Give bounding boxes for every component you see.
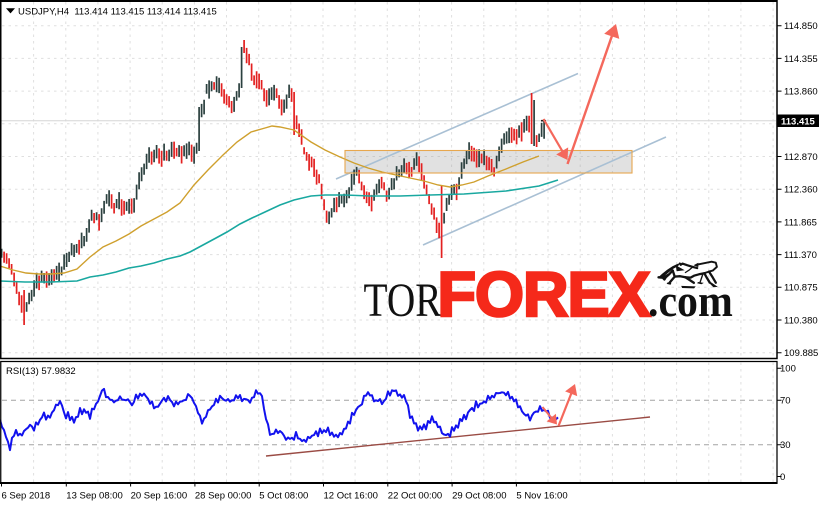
svg-text:111.865: 111.865 xyxy=(784,217,817,228)
svg-text:113.415: 113.415 xyxy=(781,116,816,127)
svg-text:110.380: 110.380 xyxy=(784,315,818,326)
svg-text:112.360: 112.360 xyxy=(784,185,818,196)
svg-text:22 Oct 00:00: 22 Oct 00:00 xyxy=(388,491,442,502)
svg-text:28 Sep 00:00: 28 Sep 00:00 xyxy=(195,491,252,502)
svg-text:110.875: 110.875 xyxy=(784,283,818,294)
svg-text:.com: .com xyxy=(648,277,733,327)
svg-text:111.370: 111.370 xyxy=(784,250,817,261)
svg-text:13 Sep 08:00: 13 Sep 08:00 xyxy=(66,491,123,502)
svg-text:70: 70 xyxy=(780,396,791,407)
svg-text:113.860: 113.860 xyxy=(784,87,818,98)
svg-text:112.870: 112.870 xyxy=(784,152,818,163)
svg-text:TOR: TOR xyxy=(364,274,443,326)
svg-text:29 Oct 08:00: 29 Oct 08:00 xyxy=(452,491,506,502)
svg-text:109.885: 109.885 xyxy=(784,348,818,359)
svg-text:100: 100 xyxy=(780,364,796,375)
svg-text:FOREX: FOREX xyxy=(438,260,651,330)
svg-text:5 Oct 08:00: 5 Oct 08:00 xyxy=(259,491,308,502)
svg-text:5 Nov 16:00: 5 Nov 16:00 xyxy=(516,491,567,502)
svg-text:12 Oct 16:00: 12 Oct 16:00 xyxy=(324,491,378,502)
svg-text:6 Sep 2018: 6 Sep 2018 xyxy=(2,491,51,502)
svg-text:20 Sep 16:00: 20 Sep 16:00 xyxy=(131,491,188,502)
svg-text:0: 0 xyxy=(780,472,785,483)
svg-text:USDJPY,H4 113.414 113.415 113: USDJPY,H4 113.414 113.415 113.414 113.41… xyxy=(18,7,217,18)
svg-text:114.355: 114.355 xyxy=(784,54,818,65)
svg-text:114.850: 114.850 xyxy=(784,21,818,32)
svg-text:30: 30 xyxy=(780,440,791,451)
svg-text:RSI(13) 57.9832: RSI(13) 57.9832 xyxy=(6,366,76,377)
